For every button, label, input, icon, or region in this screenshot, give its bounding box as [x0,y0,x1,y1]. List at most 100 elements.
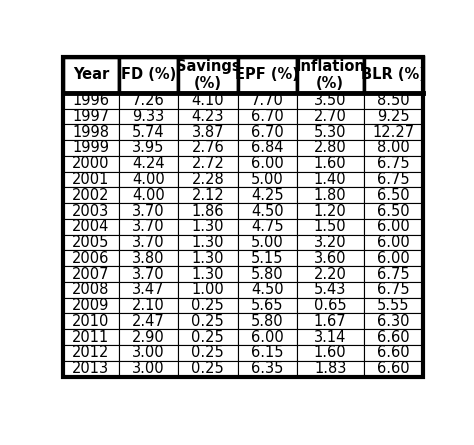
Text: 0.25: 0.25 [191,314,224,329]
Text: 1998: 1998 [73,125,109,140]
Text: 4.25: 4.25 [251,188,283,203]
Text: 2011: 2011 [72,330,109,344]
Text: 1.00: 1.00 [191,282,224,297]
Bar [364,219,423,235]
Bar [297,361,364,376]
Text: 1.60: 1.60 [314,156,346,171]
Text: 1.30: 1.30 [191,251,224,266]
Bar [297,124,364,140]
Text: 4.50: 4.50 [251,282,283,297]
Text: BLR (%): BLR (%) [361,67,426,82]
Text: 6.00: 6.00 [377,219,410,234]
Text: 6.70: 6.70 [251,109,283,124]
Text: 5.55: 5.55 [377,298,410,313]
Bar [118,156,178,172]
Bar [178,329,237,345]
Text: Year: Year [73,67,109,82]
Text: 2013: 2013 [72,361,109,376]
Text: 2006: 2006 [72,251,109,266]
Bar [364,298,423,313]
Text: 1.30: 1.30 [191,219,224,234]
Text: 6.00: 6.00 [377,235,410,250]
Text: 1996: 1996 [73,93,109,108]
Bar [63,140,118,156]
Bar [63,251,118,266]
Bar [178,140,237,156]
Text: 2.47: 2.47 [132,314,165,329]
Bar [63,156,118,172]
Bar [63,235,118,251]
Bar [63,266,118,282]
Bar [364,251,423,266]
Bar [178,282,237,298]
Text: 3.50: 3.50 [314,93,346,108]
Bar [237,93,297,109]
Bar [178,298,237,313]
Text: 2002: 2002 [72,188,109,203]
Bar [364,93,423,109]
Text: 1.60: 1.60 [314,345,346,360]
Bar [364,140,423,156]
Text: 2001: 2001 [72,172,109,187]
Text: EPF (%): EPF (%) [235,67,299,82]
Text: 2.76: 2.76 [191,141,224,155]
Text: 3.60: 3.60 [314,251,346,266]
Bar [297,219,364,235]
Text: 5.80: 5.80 [251,314,283,329]
Text: 6.75: 6.75 [377,267,410,282]
Bar [297,251,364,266]
Bar [297,203,364,219]
Text: 0.25: 0.25 [191,298,224,313]
Bar [118,313,178,329]
Text: 6.00: 6.00 [251,156,283,171]
Text: 7.26: 7.26 [132,93,165,108]
Bar [118,93,178,109]
Text: Savings
(%): Savings (%) [175,59,240,91]
Text: 8.50: 8.50 [377,93,410,108]
Text: 2.20: 2.20 [314,267,346,282]
Bar [63,282,118,298]
Text: 1.30: 1.30 [191,267,224,282]
Text: 4.75: 4.75 [251,219,283,234]
Bar [63,219,118,235]
Bar [118,187,178,203]
Text: 5.80: 5.80 [251,267,283,282]
Text: 2.28: 2.28 [191,172,224,187]
Bar [178,156,237,172]
Bar [178,345,237,361]
Text: 0.25: 0.25 [191,361,224,376]
Text: 6.00: 6.00 [377,251,410,266]
Text: 6.00: 6.00 [251,330,283,344]
Bar [364,156,423,172]
Text: 2003: 2003 [72,203,109,218]
Bar [178,93,237,109]
Text: 6.60: 6.60 [377,330,410,344]
Text: 4.10: 4.10 [191,93,224,108]
Text: 6.75: 6.75 [377,156,410,171]
Bar [237,345,297,361]
Text: 2004: 2004 [72,219,109,234]
Bar [178,57,237,93]
Bar [364,345,423,361]
Bar [118,329,178,345]
Bar [118,124,178,140]
Bar [118,361,178,376]
Bar [364,282,423,298]
Text: 1.86: 1.86 [191,203,224,218]
Text: 6.75: 6.75 [377,172,410,187]
Bar [297,156,364,172]
Text: 6.15: 6.15 [251,345,283,360]
Text: 3.14: 3.14 [314,330,346,344]
Bar [364,361,423,376]
Bar [63,93,118,109]
Bar [178,361,237,376]
Text: 3.70: 3.70 [132,203,165,218]
Bar [118,251,178,266]
Text: 4.50: 4.50 [251,203,283,218]
Bar [237,203,297,219]
Bar [118,298,178,313]
Bar [237,140,297,156]
Text: 2.90: 2.90 [132,330,165,344]
Bar [178,172,237,187]
Bar [178,219,237,235]
